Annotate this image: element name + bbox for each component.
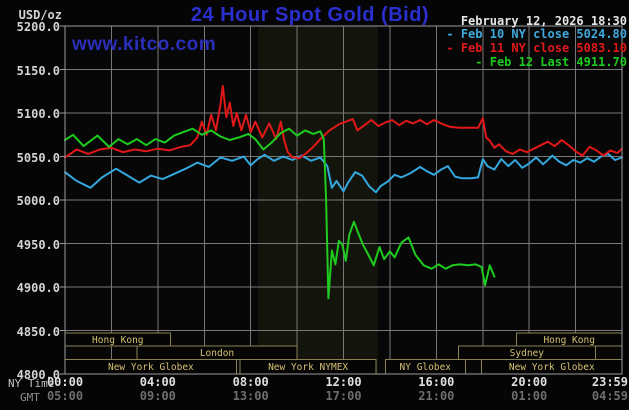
y-axis-label: 5200.0 bbox=[16, 20, 60, 34]
ny-time-tick-label: 16:00 bbox=[418, 375, 455, 389]
ny-time-tick-label: 23:59 bbox=[591, 375, 628, 389]
ny-time-tick-label: 04:00 bbox=[139, 375, 176, 389]
gmt-time-tick-label: 01:00 bbox=[511, 389, 548, 403]
timestamp-label: February 12, 2026 18:30 bbox=[460, 14, 627, 28]
y-axis-label: 5100.0 bbox=[16, 107, 60, 121]
price-line-feb-10 bbox=[64, 152, 623, 194]
gmt-time-tick-label: 21:00 bbox=[418, 389, 455, 403]
legend-item: - Feb 10 NY close 5024.80 bbox=[446, 27, 627, 41]
session-label: Hong Kong bbox=[92, 335, 144, 346]
gmt-time-tick-label: 17:00 bbox=[325, 389, 362, 403]
plot-frame bbox=[64, 25, 623, 375]
gmt-axis-caption: GMT bbox=[20, 391, 40, 404]
y-axis-label: 5000.0 bbox=[16, 194, 60, 208]
gmt-time-tick-label: 09:00 bbox=[139, 389, 176, 403]
gmt-time-tick-label: 13:00 bbox=[232, 389, 269, 403]
y-axis-label: 5150.0 bbox=[16, 63, 60, 78]
session-label: New York Globex bbox=[508, 361, 595, 373]
y-axis-unit-label: USD/oz bbox=[18, 8, 62, 22]
ny-time-tick-label: 20:00 bbox=[511, 375, 548, 389]
ny-time-axis-caption: NY Time bbox=[8, 377, 55, 390]
session-label: Hong Kong bbox=[543, 335, 595, 346]
page-title: 24 Hour Spot Gold (Bid) bbox=[190, 4, 430, 26]
y-axis-label: 4800.0 bbox=[16, 368, 60, 382]
session-label: London bbox=[199, 348, 235, 359]
gmt-time-tick-label: 05:00 bbox=[46, 389, 84, 403]
y-axis-label: 4850.0 bbox=[16, 324, 60, 339]
session-label: New York NYMEX bbox=[268, 361, 349, 373]
kitco-watermark-link[interactable]: www.kitco.com bbox=[72, 34, 217, 55]
gmt-time-tick-label: 04:59 bbox=[591, 389, 628, 403]
session-label: New York Globex bbox=[107, 361, 194, 373]
price-line-feb-12 bbox=[64, 127, 496, 300]
session-label: NY Globex bbox=[399, 361, 452, 373]
chart-legend: - Feb 10 NY close 5024.80- Feb 11 NY clo… bbox=[446, 27, 627, 69]
ny-time-tick-label: 08:00 bbox=[232, 375, 269, 389]
y-axis-label: 4950.0 bbox=[16, 237, 60, 252]
price-line-feb-11 bbox=[64, 85, 623, 160]
y-axis-label: 5050.0 bbox=[16, 150, 60, 165]
y-axis-label: 4900.0 bbox=[16, 281, 60, 295]
session-label: Sydney bbox=[509, 348, 544, 359]
legend-item: - Feb 12 Last 4911.70 bbox=[475, 55, 627, 69]
ny-time-tick-label: 12:00 bbox=[325, 375, 362, 389]
legend-item: - Feb 11 NY close 5083.10 bbox=[446, 41, 627, 55]
ny-time-tick-label: 00:00 bbox=[46, 375, 84, 389]
